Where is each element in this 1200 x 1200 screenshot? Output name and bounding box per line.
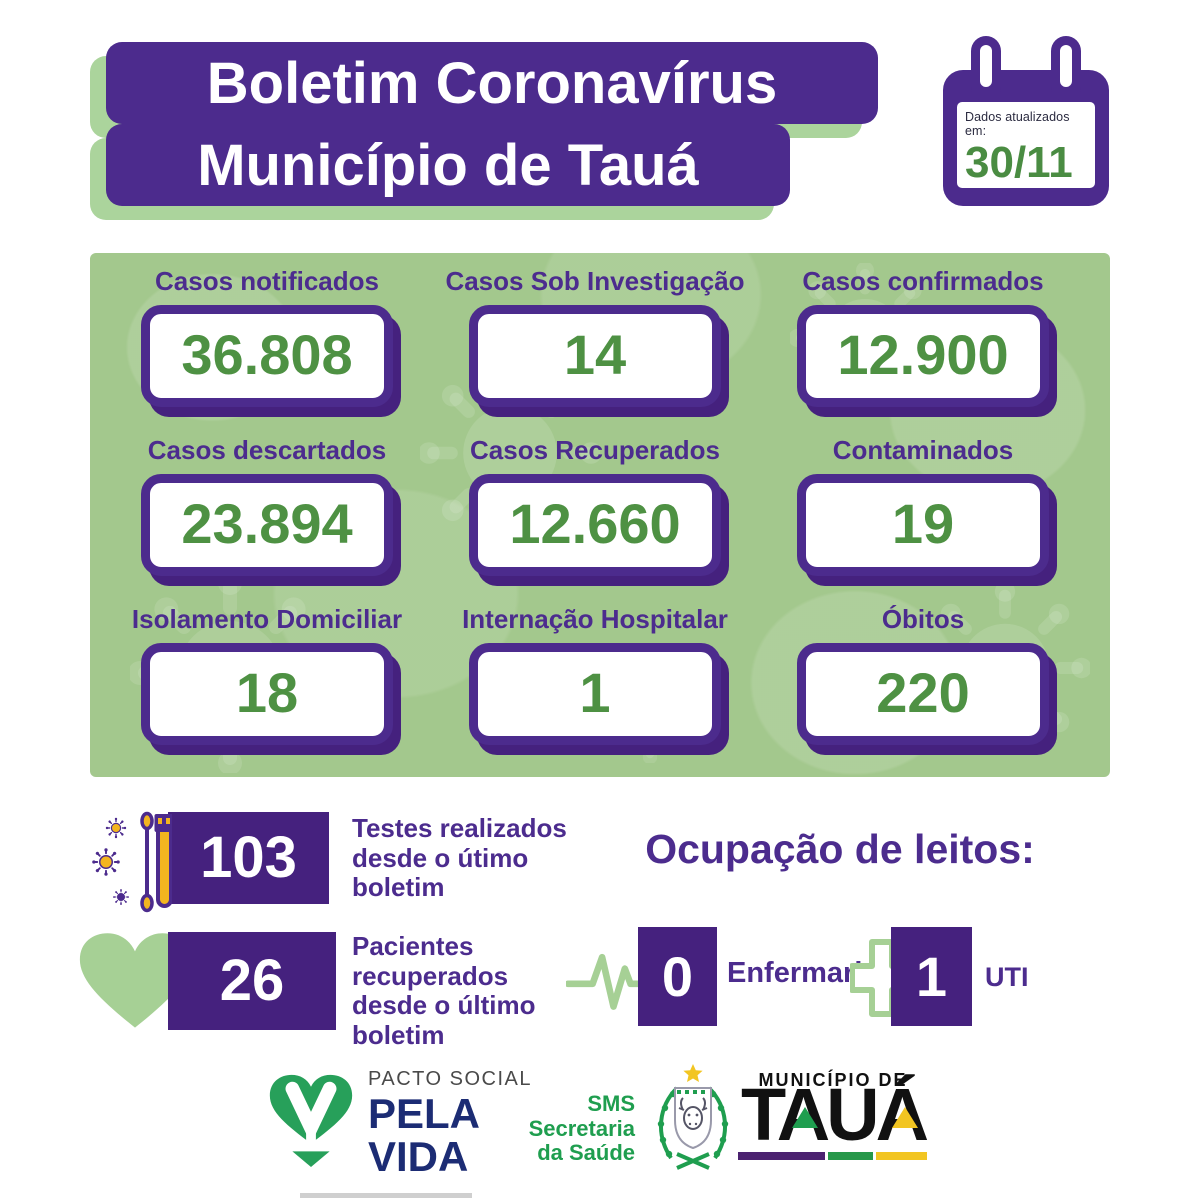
stat-label: Casos descartados — [147, 435, 387, 465]
vida-label: VIDA — [368, 1132, 469, 1180]
calendar-date: 30/11 — [965, 138, 1073, 187]
stat-label: Casos confirmados — [802, 266, 1044, 296]
pacto-social-logo-text: PACTO SOCIAL PELA VIDA — [368, 1068, 532, 1177]
stat-card: 12.660 — [469, 474, 721, 576]
stat-value: 220 — [876, 661, 970, 724]
taua-underline-yellow — [876, 1152, 927, 1160]
stat-cell: Casos Sob Investigação 14 — [430, 266, 760, 407]
tests-caption: Testes realizados desde o útimo boletim — [352, 813, 567, 903]
recovered-caption: Pacientes recuperados desde o último bol… — [352, 931, 536, 1050]
da-saude-label: da Saúde — [537, 1140, 635, 1166]
stat-card: 220 — [797, 643, 1049, 745]
calendar-page: Dados atualizados em: 30/11 — [957, 102, 1095, 188]
stats-panel: Casos notificados 36.808 Casos Sob Inves… — [90, 253, 1110, 777]
stat-value: 23.894 — [181, 492, 353, 555]
stat-card: 14 — [469, 305, 721, 407]
stat-card: 12.900 — [797, 305, 1049, 407]
stat-label: Internação Hospitalar — [462, 604, 728, 634]
stat-label: Casos Recuperados — [470, 435, 720, 465]
bulletin-title-line2: Município de Tauá — [106, 124, 790, 206]
stat-label: Casos notificados — [155, 266, 379, 296]
sms-label: SMS — [587, 1091, 635, 1116]
stat-value: 36.808 — [181, 323, 353, 386]
stat-label: Óbitos — [881, 604, 965, 634]
stat-value: 12.660 — [509, 492, 681, 555]
enfermaria-count: 0 — [638, 927, 717, 1026]
footer-divider — [300, 1193, 472, 1198]
stat-cell: Internação Hospitalar 1 — [430, 604, 760, 745]
sms-logo-text: SMS Secretaria da Saúde — [500, 1091, 635, 1166]
stat-cell: Casos confirmados 12.900 — [758, 266, 1088, 407]
heartbeat-pulse-icon — [566, 953, 642, 1010]
stat-cell: Isolamento Domiciliar 18 — [102, 604, 432, 745]
heart-icon — [79, 933, 191, 1028]
uti-label: UTI — [985, 962, 1029, 992]
stat-value: 1 — [579, 661, 611, 724]
stat-cell: Contaminados 19 — [758, 435, 1088, 576]
stat-value: 18 — [235, 661, 299, 724]
calendar-ring-icon — [1051, 36, 1081, 102]
stat-label: Contaminados — [832, 435, 1014, 465]
stat-card: 36.808 — [141, 305, 393, 407]
municipio-de-label: MUNICÍPIO DE — [758, 1070, 908, 1090]
tests-count: 103 — [168, 812, 329, 904]
pela-label: PELA — [368, 1090, 481, 1137]
recovered-count: 26 — [168, 932, 336, 1030]
stat-card: 1 — [469, 643, 721, 745]
stat-value: 14 — [563, 323, 627, 386]
pacto-heart-logo — [269, 1074, 353, 1168]
stat-value: 12.900 — [837, 323, 1009, 386]
stat-card: 19 — [797, 474, 1049, 576]
stat-card: 18 — [141, 643, 393, 745]
taua-underline-purple — [738, 1152, 825, 1160]
stat-card: 23.894 — [141, 474, 393, 576]
taua-coat-of-arms — [657, 1064, 729, 1170]
calendar-caption: Dados atualizados em: — [965, 110, 1070, 138]
stat-cell: Casos Recuperados 12.660 — [430, 435, 760, 576]
stat-cell: Casos notificados 36.808 — [102, 266, 432, 407]
stat-cell: Óbitos 220 — [758, 604, 1088, 745]
stat-cell: Casos descartados 23.894 — [102, 435, 432, 576]
swab-and-test-tube-icon — [92, 811, 172, 913]
pacto-social-label: PACTO SOCIAL — [368, 1068, 532, 1090]
uti-count: 1 — [891, 927, 972, 1026]
stat-value: 19 — [891, 492, 955, 555]
calendar-ring-icon — [971, 36, 1001, 102]
secretaria-label: Secretaria — [528, 1115, 635, 1141]
taua-wordmark: TAUÁ — [740, 1073, 929, 1156]
beds-title: Ocupação de leitos: — [645, 826, 1035, 872]
stat-label: Casos Sob Investigação — [445, 266, 745, 296]
bulletin-title-line1: Boletim Coronavírus — [106, 42, 878, 124]
taua-underline-green — [828, 1152, 873, 1160]
stat-label: Isolamento Domiciliar — [131, 604, 403, 634]
calendar-icon: Dados atualizados em: 30/11 — [943, 36, 1109, 206]
